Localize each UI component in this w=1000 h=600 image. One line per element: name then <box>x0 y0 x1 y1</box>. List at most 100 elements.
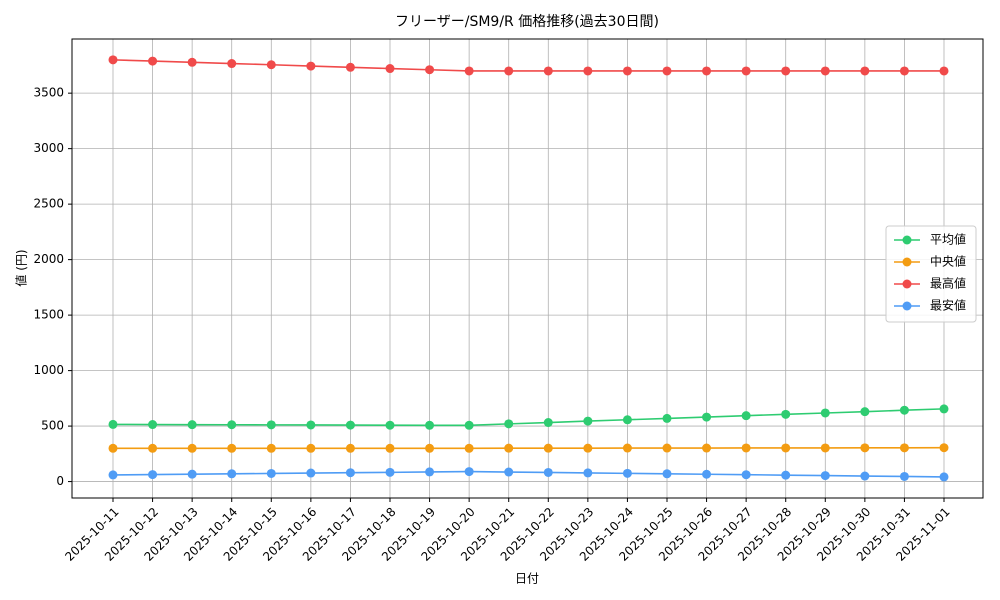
point <box>148 420 158 430</box>
point <box>543 443 553 453</box>
legend-label: 平均値 <box>930 232 966 247</box>
point <box>583 468 593 478</box>
legend-marker <box>902 257 912 267</box>
legend-marker <box>902 301 912 311</box>
y-tick-label: 3500 <box>33 86 64 100</box>
point <box>702 66 712 76</box>
line <box>113 446 945 450</box>
y-tick-label: 1500 <box>33 308 64 322</box>
point <box>187 443 197 453</box>
point <box>108 470 118 480</box>
point <box>108 443 118 453</box>
point <box>148 443 158 453</box>
point <box>622 468 632 478</box>
point <box>227 443 237 453</box>
point <box>306 61 316 71</box>
point <box>306 420 316 430</box>
y-axis-label: 値 (円) <box>14 249 29 286</box>
point <box>504 66 514 76</box>
y-tick-label: 2500 <box>33 197 64 211</box>
point <box>899 405 909 415</box>
y-tick-label: 0 <box>56 474 64 488</box>
point <box>741 66 751 76</box>
point <box>148 56 158 66</box>
point <box>741 443 751 453</box>
point <box>464 443 474 453</box>
point <box>860 66 870 76</box>
point <box>662 413 672 423</box>
line <box>112 408 945 427</box>
line <box>112 470 945 478</box>
point <box>385 467 395 477</box>
point <box>425 467 435 477</box>
point <box>425 443 435 453</box>
point <box>306 468 316 478</box>
point <box>345 443 355 453</box>
point <box>820 408 830 418</box>
point <box>939 404 949 414</box>
point <box>662 469 672 479</box>
point <box>662 443 672 453</box>
legend-box <box>885 225 977 323</box>
point <box>187 57 197 67</box>
point <box>425 65 435 75</box>
point <box>543 418 553 428</box>
point <box>345 420 355 430</box>
y-tick-label: 3000 <box>33 141 64 155</box>
point <box>543 66 553 76</box>
point <box>385 420 395 430</box>
point <box>702 412 712 422</box>
point <box>504 443 514 453</box>
point <box>622 443 632 453</box>
point <box>266 443 276 453</box>
point <box>622 415 632 425</box>
point <box>108 419 118 429</box>
point <box>702 469 712 479</box>
point <box>781 443 791 453</box>
point <box>860 471 870 481</box>
point <box>820 443 830 453</box>
legend-label: 最高値 <box>930 276 966 291</box>
y-tick-label: 500 <box>41 419 64 433</box>
point <box>266 60 276 70</box>
point <box>425 420 435 430</box>
point <box>860 443 870 453</box>
point <box>781 409 791 419</box>
point <box>306 443 316 453</box>
point <box>464 420 474 430</box>
point <box>781 66 791 76</box>
point <box>662 66 672 76</box>
point <box>741 470 751 480</box>
point <box>820 471 830 481</box>
point <box>622 66 632 76</box>
point <box>504 419 514 429</box>
point <box>899 443 909 453</box>
point <box>187 420 197 430</box>
point <box>464 66 474 76</box>
chart-title: フリーザー/SM9/R 価格推移(過去30日間) <box>395 14 659 30</box>
point <box>345 62 355 72</box>
line <box>112 59 944 72</box>
point <box>148 470 158 480</box>
y-tick-label: 2000 <box>33 252 64 266</box>
point <box>860 407 870 417</box>
point <box>345 468 355 478</box>
point <box>939 443 949 453</box>
y-tick-label: 1000 <box>33 363 64 377</box>
point <box>781 470 791 480</box>
point <box>820 66 830 76</box>
plot-frame <box>71 38 984 499</box>
legend-label: 中央値 <box>930 254 966 269</box>
point <box>464 467 474 477</box>
point <box>939 472 949 482</box>
point <box>899 66 909 76</box>
point <box>227 420 237 430</box>
point <box>187 469 197 479</box>
x-axis-label: 日付 <box>515 572 539 586</box>
legend-label: 最安値 <box>930 298 966 313</box>
point <box>583 66 593 76</box>
point <box>227 59 237 69</box>
legend-marker <box>902 235 912 245</box>
point <box>702 443 712 453</box>
